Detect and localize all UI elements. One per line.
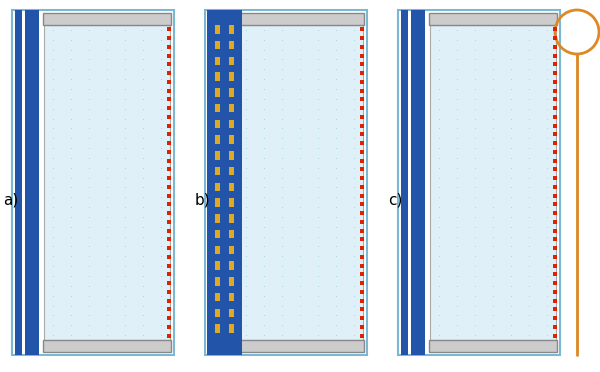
Bar	[229, 119, 234, 128]
Bar	[401, 10, 408, 355]
Bar	[215, 246, 220, 254]
Bar	[215, 135, 220, 144]
Bar	[215, 261, 220, 270]
Bar	[229, 324, 234, 333]
Bar	[215, 293, 220, 301]
Bar	[229, 151, 234, 160]
Bar	[229, 41, 234, 49]
Bar	[229, 293, 234, 301]
Bar	[215, 104, 220, 112]
Bar	[43, 340, 171, 352]
Bar	[229, 135, 234, 144]
Text: a): a)	[3, 192, 18, 208]
Bar	[215, 41, 220, 49]
Bar	[25, 10, 39, 355]
Bar	[229, 277, 234, 286]
Bar	[215, 57, 220, 65]
Bar	[229, 183, 234, 191]
Bar	[229, 167, 234, 176]
Bar	[215, 88, 220, 97]
Bar	[43, 13, 171, 25]
Bar	[215, 230, 220, 238]
Bar	[429, 340, 557, 352]
Bar	[229, 230, 234, 238]
Bar	[229, 57, 234, 65]
Bar	[208, 10, 215, 355]
Bar	[215, 72, 220, 81]
Bar	[215, 308, 220, 317]
Bar	[205, 10, 367, 355]
Bar	[429, 13, 557, 25]
Bar	[229, 88, 234, 97]
Bar	[411, 10, 425, 355]
Bar	[207, 10, 242, 355]
Bar	[229, 72, 234, 81]
Bar	[15, 10, 22, 355]
Bar	[215, 183, 220, 191]
Bar	[44, 25, 170, 340]
Bar	[229, 246, 234, 254]
Bar	[215, 25, 220, 33]
Text: c): c)	[388, 192, 403, 208]
Bar	[236, 340, 364, 352]
Bar	[237, 25, 363, 340]
Bar	[229, 261, 234, 270]
Bar	[229, 308, 234, 317]
Bar	[218, 10, 232, 355]
Bar	[215, 151, 220, 160]
Bar	[215, 324, 220, 333]
Bar	[236, 13, 364, 25]
Bar	[430, 25, 556, 340]
Bar	[215, 119, 220, 128]
Bar	[229, 104, 234, 112]
Bar	[215, 167, 220, 176]
Bar	[398, 10, 560, 355]
Bar	[229, 214, 234, 223]
Text: b): b)	[195, 192, 211, 208]
Bar	[215, 214, 220, 223]
Bar	[215, 277, 220, 286]
Bar	[229, 198, 234, 207]
Bar	[229, 25, 234, 33]
Bar	[12, 10, 174, 355]
Bar	[215, 198, 220, 207]
